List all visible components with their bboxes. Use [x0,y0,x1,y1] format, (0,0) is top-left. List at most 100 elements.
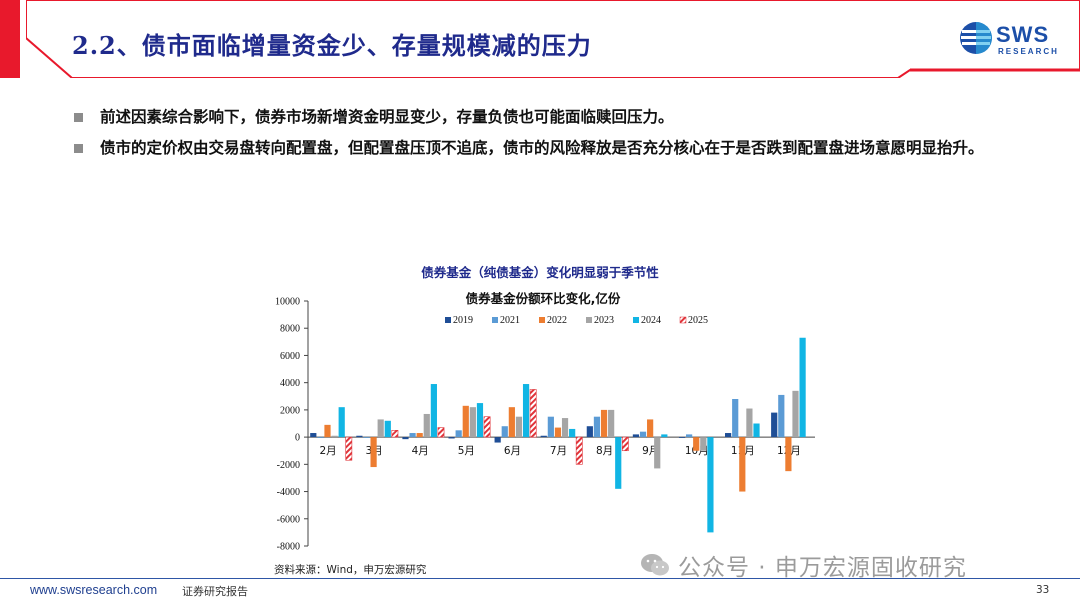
bar-2022-5月 [462,405,469,438]
legend-label-2022: 2022 [547,315,567,326]
y-tick-label: -2000 [277,460,300,471]
bar-2023-10月 [700,437,707,451]
legend-label-2024: 2024 [641,315,661,326]
y-tick-label: -6000 [277,514,300,525]
legend-swatch-2024 [633,317,639,323]
x-tick-label: 7月 [550,445,567,457]
legend-swatch-2023 [586,317,592,323]
logo-sub-text: RESEARCH [998,47,1059,56]
y-tick-label: 4000 [280,378,300,389]
footer-divider [0,578,1080,579]
bar-2025-5月 [483,416,491,438]
y-tick-label: 2000 [280,405,300,416]
x-tick-label: 8月 [596,445,613,457]
bar-2023-2月 [331,435,338,438]
x-tick-label: 4月 [412,445,429,457]
bar-2022-10月 [693,437,700,451]
legend-label-2023: 2023 [594,315,614,326]
bar-2025-7月 [575,436,583,465]
bar-2023-7月 [561,418,569,438]
bar-2021-2月 [317,437,324,438]
bar-2024-6月 [522,384,530,438]
bar-2025-8月 [621,436,629,452]
bar-2022-11月 [739,437,746,492]
footer-url-link[interactable]: www.swsresearch.com [30,583,158,597]
bar-2019-6月 [494,437,501,443]
bar-2023-6月 [515,416,523,438]
bar-2024-12月 [799,337,806,438]
bullet-item: 前述因素综合影响下，债券市场新增资金明显变少，存量负债也可能面临赎回压力。 [74,104,1034,131]
globe-icon [960,22,992,54]
bar-2021-12月 [778,394,785,438]
bar-2022-3月 [370,437,377,468]
bar-2019-8月 [586,426,593,438]
bar-2021-8月 [593,416,601,438]
chart-title: 债券基金份额环比变化,亿份 [466,291,621,306]
bar-2021-11月 [732,399,739,438]
bar-2022-8月 [600,409,608,438]
bar-2025-4月 [437,427,445,438]
chart-heading: 债券基金（纯债基金）变化明显弱于季节性 [421,265,659,280]
page-title: 2.2、债市面临增量资金少、存量规模减的压力 [72,31,592,60]
bar-2019-7月 [540,435,547,438]
bar-2022-2月 [324,424,331,438]
x-tick-label: 6月 [504,445,521,457]
bar-2021-4月 [409,433,416,438]
bar-2021-5月 [455,430,462,438]
bar-2025-3月 [391,430,399,438]
y-tick-label: 10000 [275,297,300,308]
bar-2022-7月 [554,427,562,438]
bar-2022-12月 [785,437,792,472]
bar-2021-10月 [686,434,693,438]
bar-2023-4月 [423,413,430,438]
chart-axis: -8000 -6000 -4000 -2000 0 2000 4000 6000 8000 100… [275,297,815,553]
bar-2022-9月 [647,419,654,438]
bar-2024-4月 [430,384,437,438]
bar-2019-2月 [310,433,317,438]
bar-2024-11月 [753,423,760,438]
y-tick-label: 0 [295,433,300,444]
bar-2019-10月 [678,437,686,438]
legend-swatch-2019 [445,317,451,323]
bar-2022-4月 [416,433,423,438]
bullet-text: 前述因素综合影响下，债券市场新增资金明显变少，存量负债也可能面临赎回压力。 [100,108,674,126]
watermark-text: 公众号 · 申万宏源固收研究 [678,555,967,581]
bullet-square-icon [74,113,83,122]
bar-2019-11月 [725,433,732,438]
bar-2019-4月 [402,437,409,440]
page-number: 33 [1036,584,1050,596]
header-accent-bar [0,0,20,78]
bullet-text: 债市的定价权由交易盘转向配置盘，但配置盘压顶不追底，债市的风险释放是否充分核心在… [100,139,984,157]
sws-logo: SWS RESEARCH [958,20,1058,60]
y-tick-label: 8000 [280,324,300,335]
bar-chart: 债券基金份额环比变化,亿份 2019 2021 2022 2023 2024 2025 -… [275,291,815,553]
footer-label: 证券研究报告 [182,585,248,598]
bullet-square-icon [74,144,83,153]
legend-swatch-2022 [539,317,545,323]
bar-2023-12月 [792,390,799,438]
bar-2021-9月 [639,431,647,438]
legend-label-2019: 2019 [453,315,473,326]
bar-2023-9月 [654,437,661,469]
bar-2019-9月 [632,434,640,438]
bullet-item: 债市的定价权由交易盘转向配置盘，但配置盘压顶不追底，债市的风险释放是否充分核心在… [74,135,1034,162]
chart-legend: 2019 2021 2022 2023 2024 2025 [445,315,708,326]
bar-2024-10月 [707,437,714,533]
bar-2023-11月 [746,408,753,438]
chart-bars [310,337,806,533]
bar-2025-6月 [529,389,537,438]
bar-2024-9月 [661,434,668,438]
bar-2023-3月 [377,419,384,438]
watermark: 公众号 · 申万宏源固收研究 [640,548,967,582]
bar-2025-2月 [345,436,353,461]
bar-2024-5月 [476,403,484,438]
x-tick-label: 2月 [319,445,336,457]
bar-2021-7月 [547,416,554,438]
bar-2022-6月 [508,407,515,438]
legend-label-2021: 2021 [500,315,520,326]
logo-main-text: SWS [996,22,1050,47]
bar-2024-3月 [384,420,391,438]
wechat-icon [641,554,669,576]
bar-2019-5月 [448,437,455,439]
title-band [26,0,1080,78]
